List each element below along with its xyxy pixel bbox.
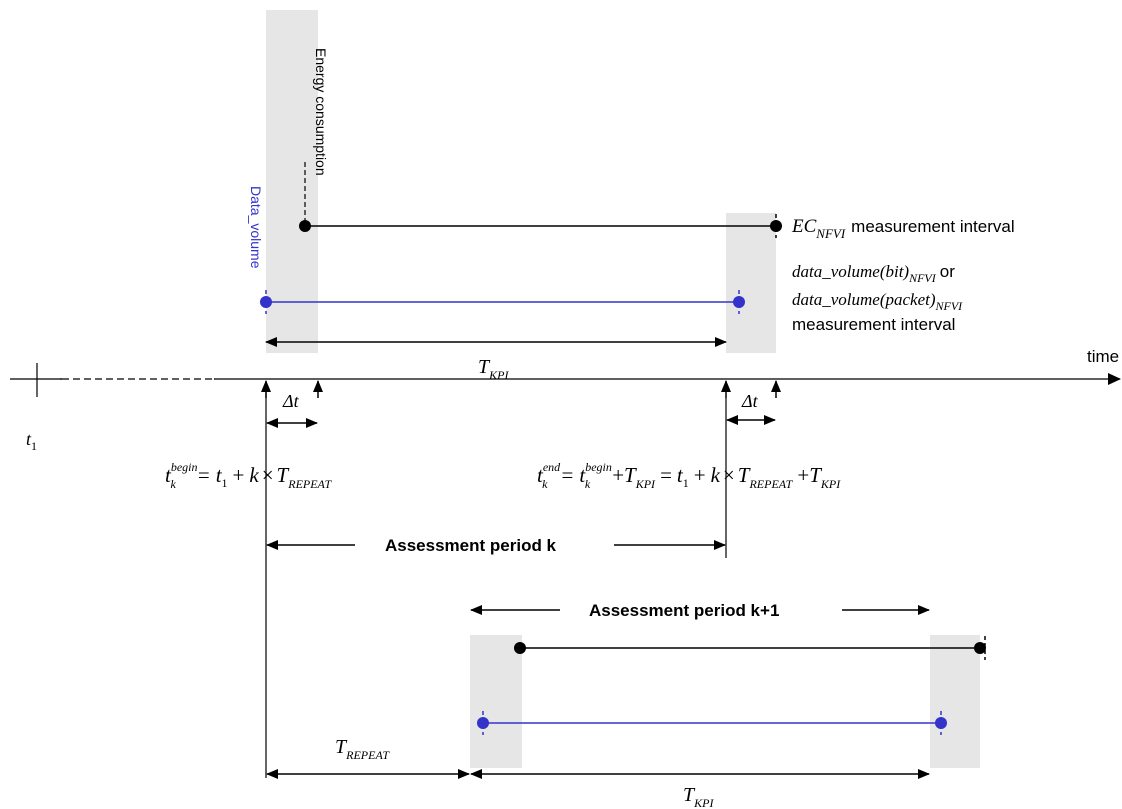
trepeat-label: TREPEAT [335, 736, 390, 762]
measurement-interval-label: measurement interval [792, 315, 955, 334]
dv-end-dot-k [733, 296, 745, 308]
time-axis-dash-gap [62, 376, 214, 382]
t-begin-formula: tbegin k = t1 + k × TREPEAT [165, 460, 332, 491]
delta-t-label-begin: Δt [282, 391, 300, 411]
data-volume-label: Data_volume [248, 186, 264, 269]
shade-end-k [726, 213, 776, 353]
assessment-period-k1-label: Assessment period k+1 [589, 601, 779, 620]
shade-begin-k [266, 10, 318, 353]
tkpi-label-k1: TKPI [683, 784, 714, 809]
dv-start-dot-k1 [477, 717, 489, 729]
tkpi-label-k: TKPI [478, 356, 509, 382]
t1-label: t1 [26, 429, 37, 453]
dv-start-dot-k [260, 296, 272, 308]
assessment-period-k-label: Assessment period k [385, 536, 557, 555]
energy-consumption-label: Energy consumption [313, 48, 329, 176]
t-end-formula: tend k = tbegin k +TKPI = t1 + k × TREPEAT +TKPI [537, 460, 841, 491]
ec-end-dot-k [770, 220, 782, 232]
delta-t-label-end: Δt [741, 391, 759, 411]
time-label: time [1087, 347, 1119, 366]
time-axis-arrowhead [1108, 373, 1121, 385]
data-volume-packet-label: data_volume(packet)NFVI [792, 290, 963, 313]
ec-start-dot-k1 [514, 642, 526, 654]
ec-nfvi-label: ECNFVI measurement interval [791, 216, 1015, 241]
shade-end-k1 [930, 635, 980, 768]
shade-begin-k1 [470, 635, 522, 768]
dv-end-dot-k1 [935, 717, 947, 729]
data-volume-bit-label: data_volume(bit)NFVI or [792, 262, 955, 285]
ec-end-dot-k1 [974, 642, 986, 654]
ec-start-dot-k [299, 220, 311, 232]
